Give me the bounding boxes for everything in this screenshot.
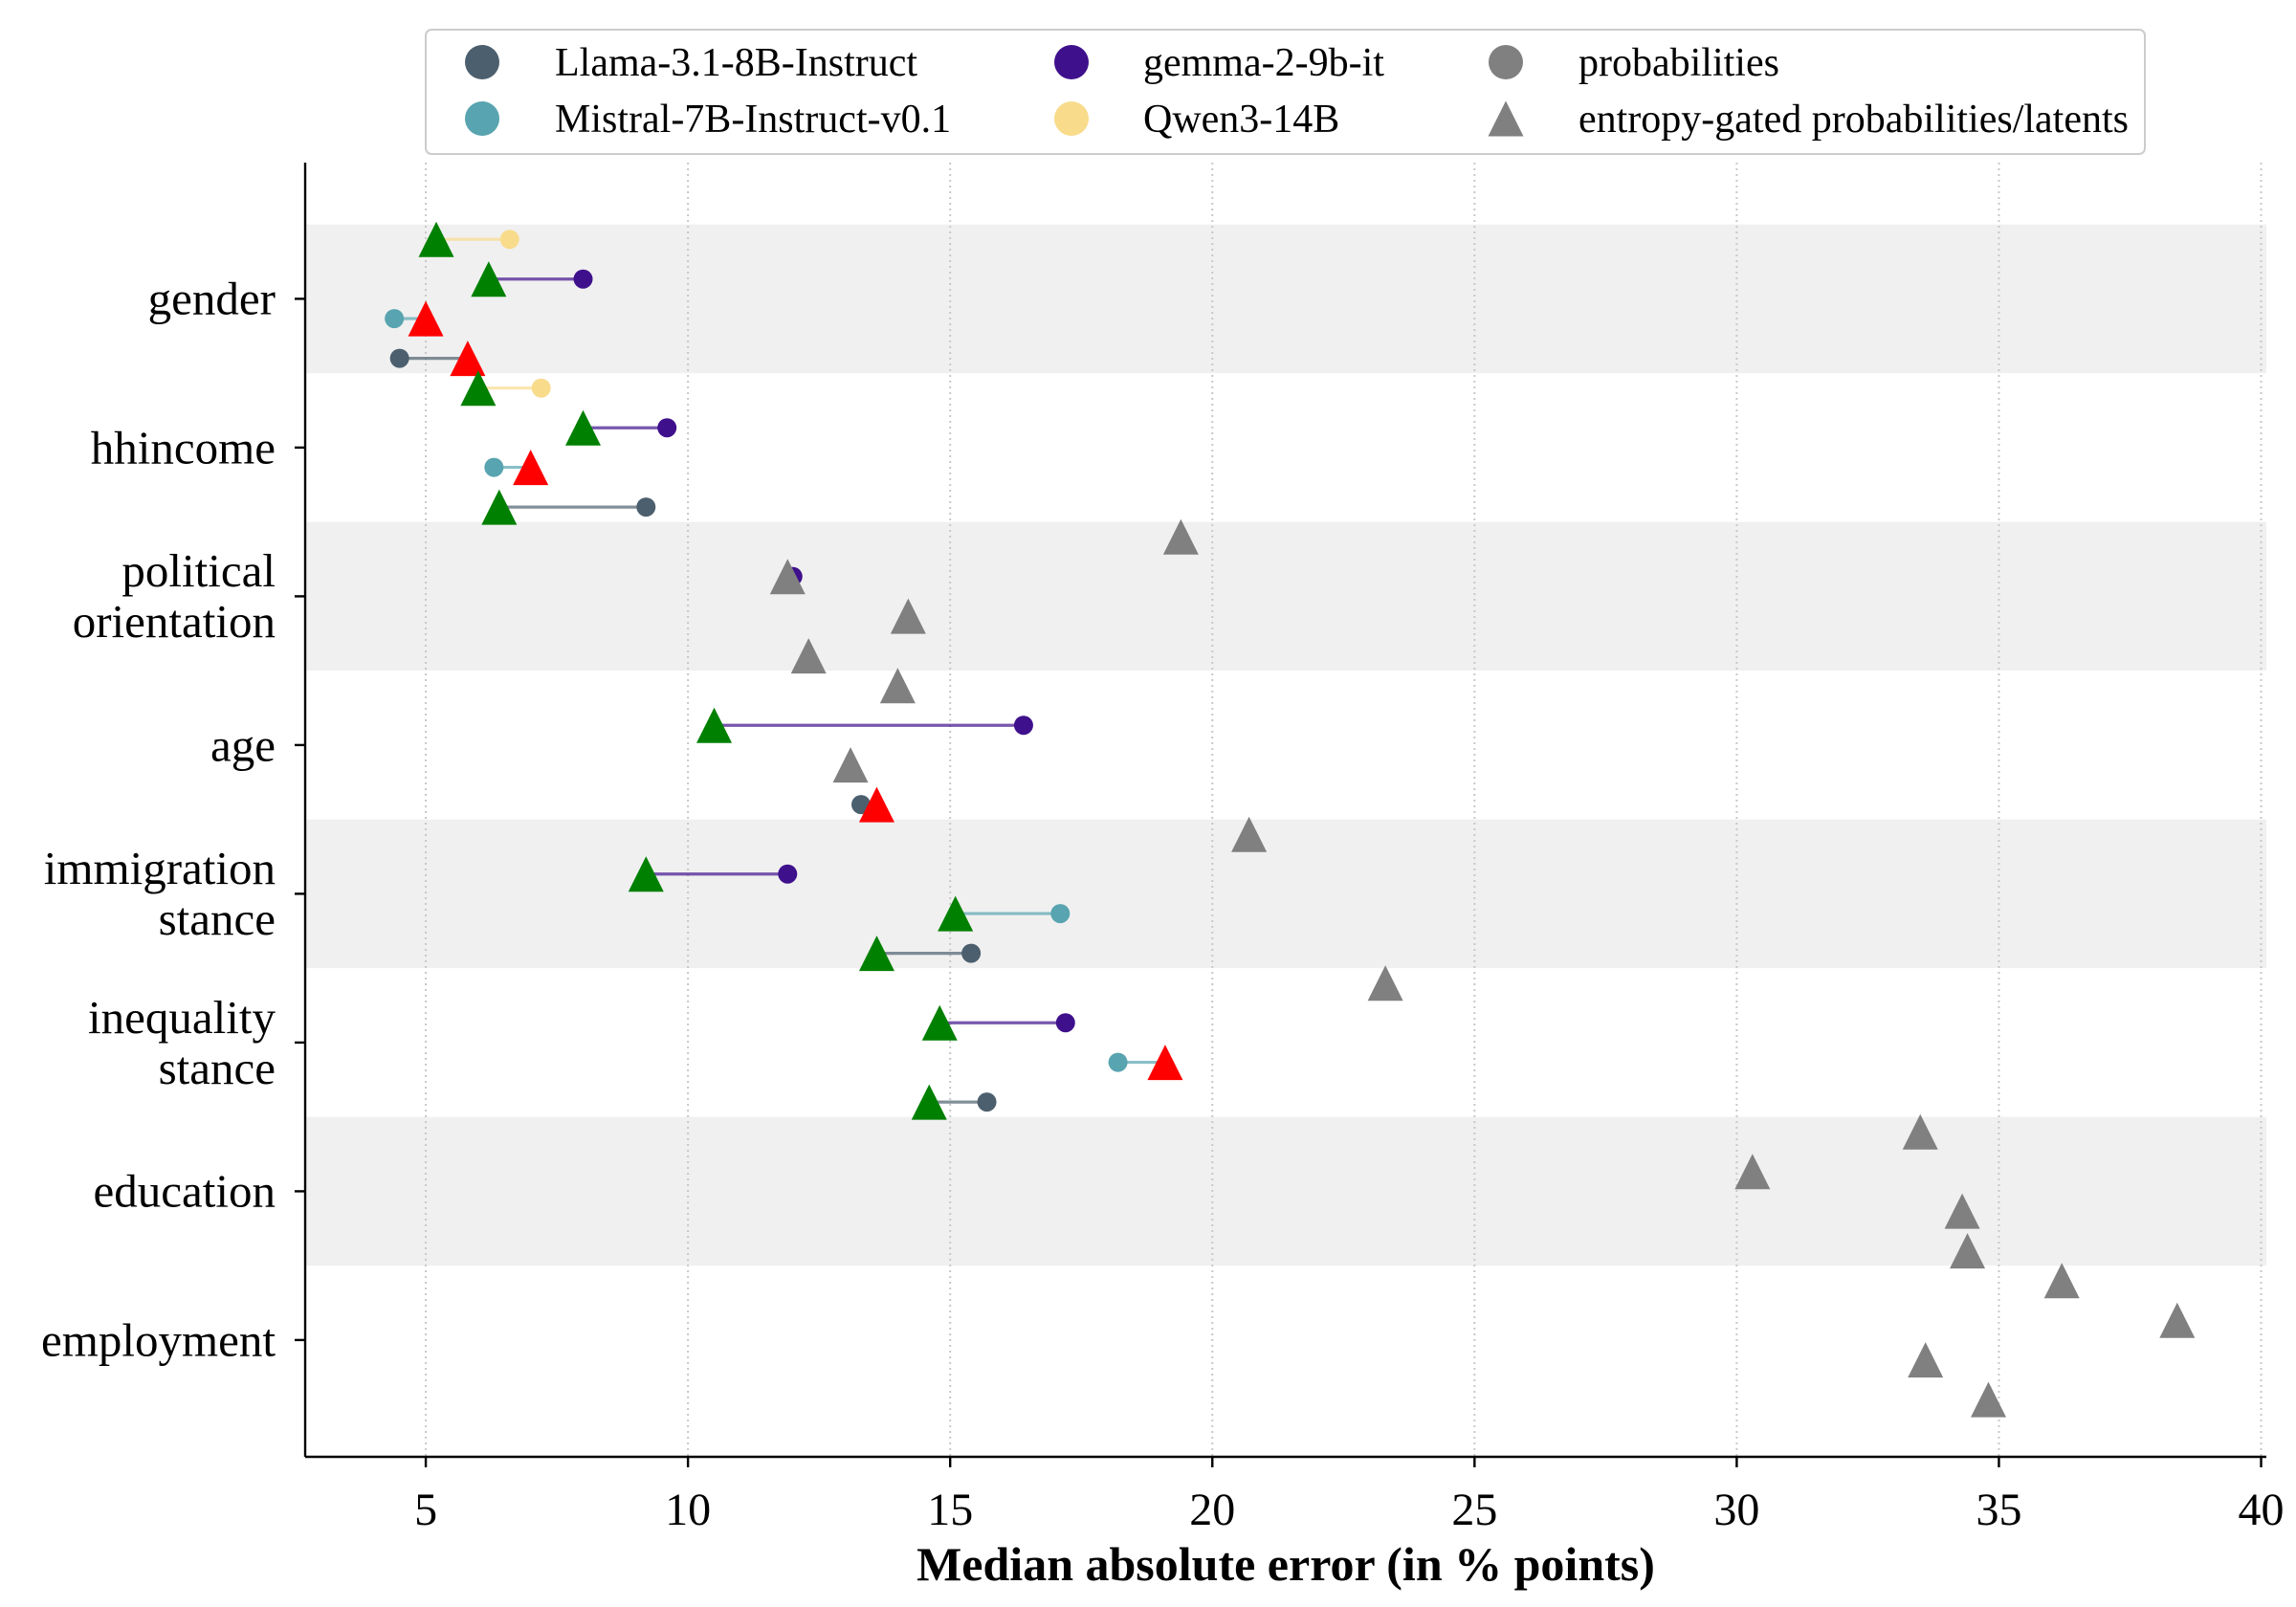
entropy-gated-point-mistral-7b-instruct-v0-1-gender <box>408 300 444 337</box>
legend-label-llama: Llama-3.1-8B-Instruct <box>555 41 917 85</box>
band-political-orientation <box>305 521 2266 671</box>
legend-marker-qwen <box>1054 101 1089 136</box>
entropy-gated-point-llama-3-1-8b-instruct-education <box>1950 1233 1986 1269</box>
x-tick-label: 5 <box>414 1485 437 1535</box>
x-tick-label: 15 <box>927 1485 973 1535</box>
probabilities-point-gemma-2-9b-it-inequality-stance <box>1055 1013 1075 1033</box>
entropy-gated-point-gemma-2-9b-it-political-orientation <box>769 559 806 595</box>
band-education <box>305 1116 2266 1266</box>
legend: Llama-3.1-8B-Instruct Mistral-7B-Instruc… <box>425 29 2146 155</box>
entropy-gated-point-qwen3-14b-gender <box>418 221 454 257</box>
entropy-gated-point-llama-3-1-8b-instruct-inequality-stance <box>911 1084 947 1120</box>
legend-label-qwen: Qwen3-14B <box>1143 98 1339 142</box>
probabilities-point-llama-3-1-8b-instruct-immigration-stance <box>961 943 982 963</box>
legend-marker-entropy-gated-triangle-icon <box>1488 100 1524 137</box>
entropy-gated-point-mistral-7b-instruct-v0-1-immigration-stance <box>938 895 974 932</box>
entropy-gated-point-qwen3-14b-inequality-stance <box>1367 965 1403 1002</box>
probabilities-point-gemma-2-9b-it-hhincome <box>657 418 677 438</box>
probabilities-point-mistral-7b-instruct-v0-1-inequality-stance <box>1108 1052 1128 1072</box>
entropy-gated-point-qwen3-14b-age <box>879 668 916 704</box>
entropy-gated-point-llama-3-1-8b-instruct-hhincome <box>481 489 518 525</box>
legend-marker-mistral <box>465 101 499 136</box>
entropy-gated-point-mistral-7b-instruct-v0-1-employment <box>1908 1342 1944 1378</box>
probabilities-point-qwen3-14b-hhincome <box>531 378 551 398</box>
entropy-gated-point-qwen3-14b-political-orientation <box>1162 518 1199 555</box>
probabilities-point-llama-3-1-8b-instruct-inequality-stance <box>977 1092 997 1112</box>
legend-label-gemma: gemma-2-9b-it <box>1143 41 1384 85</box>
x-tick-label: 10 <box>665 1485 711 1535</box>
entropy-gated-points <box>408 221 2196 1418</box>
entropy-gated-point-mistral-7b-instruct-v0-1-inequality-stance <box>1147 1045 1183 1081</box>
x-axis-label: Median absolute error (in % points) <box>916 1537 1655 1591</box>
axes <box>303 163 2266 1459</box>
entropy-gated-point-mistral-7b-instruct-v0-1-age <box>832 747 869 783</box>
entropy-gated-point-llama-3-1-8b-instruct-political-orientation <box>790 638 827 674</box>
legend-marker-gemma <box>1054 45 1089 79</box>
probabilities-point-gemma-2-9b-it-immigration-stance <box>778 864 798 884</box>
entropy-gated-point-gemma-2-9b-it-immigration-stance <box>628 856 664 892</box>
probabilities-point-llama-3-1-8b-instruct-gender <box>389 348 409 368</box>
probabilities-point-mistral-7b-instruct-v0-1-gender <box>385 309 405 329</box>
x-ticks: 5 10 15 20 25 30 35 40 <box>414 1457 2285 1535</box>
entropy-gated-point-mistral-7b-instruct-v0-1-hhincome <box>513 450 549 486</box>
legend-marker-llama <box>465 45 499 79</box>
entropy-gated-point-qwen3-14b-education <box>1902 1113 1938 1150</box>
x-tick-label: 40 <box>2239 1485 2285 1535</box>
band-immigration-stance <box>305 819 2266 969</box>
probabilities-point-gemma-2-9b-it-gender <box>573 269 593 289</box>
category-bands <box>305 224 2266 1266</box>
entropy-gated-point-llama-3-1-8b-instruct-immigration-stance <box>858 936 894 972</box>
probabilities-point-llama-3-1-8b-instruct-hhincome <box>636 497 656 517</box>
x-tick-label: 20 <box>1189 1485 1235 1535</box>
legend-label-mistral: Mistral-7B-Instruct-v0.1 <box>555 98 951 142</box>
entropy-gated-point-llama-3-1-8b-instruct-employment <box>1970 1381 2006 1418</box>
legend-label-entropy-gated: entropy-gated probabilities/latents <box>1578 98 2129 142</box>
entropy-gated-point-gemma-2-9b-it-education <box>1734 1154 1771 1190</box>
entropy-gated-point-gemma-2-9b-it-gender <box>471 261 507 297</box>
probabilities-point-qwen3-14b-gender <box>499 230 519 250</box>
entropy-gated-point-gemma-2-9b-it-age <box>696 707 733 743</box>
entropy-gated-point-qwen3-14b-hhincome <box>460 370 497 407</box>
legend-label-probabilities: probabilities <box>1578 41 1779 85</box>
entropy-gated-point-mistral-7b-instruct-v0-1-education <box>1944 1193 1980 1229</box>
x-tick-label: 35 <box>1976 1485 2021 1535</box>
probabilities-point-mistral-7b-instruct-v0-1-immigration-stance <box>1050 904 1071 924</box>
band-gender <box>305 224 2266 374</box>
entropy-gated-point-gemma-2-9b-it-employment <box>2159 1302 2196 1338</box>
x-tick-label: 30 <box>1713 1485 1759 1535</box>
legend-marker-probabilities-circle-icon <box>1489 45 1523 79</box>
entropy-gated-point-llama-3-1-8b-instruct-age <box>858 786 894 823</box>
probabilities-point-gemma-2-9b-it-age <box>1013 715 1033 736</box>
entropy-gated-point-llama-3-1-8b-instruct-gender <box>450 341 486 377</box>
entropy-gated-point-gemma-2-9b-it-inequality-stance <box>921 1004 958 1041</box>
entropy-gated-point-gemma-2-9b-it-hhincome <box>565 409 602 446</box>
legend-frame <box>425 29 2146 155</box>
entropy-gated-point-qwen3-14b-employment <box>2043 1263 2080 1299</box>
y-ticks <box>295 297 305 1342</box>
entropy-gated-point-qwen3-14b-immigration-stance <box>1231 816 1268 852</box>
probabilities-point-mistral-7b-instruct-v0-1-hhincome <box>484 457 504 477</box>
x-tick-label: 25 <box>1451 1485 1497 1535</box>
entropy-gated-point-mistral-7b-instruct-v0-1-political-orientation <box>890 598 926 634</box>
